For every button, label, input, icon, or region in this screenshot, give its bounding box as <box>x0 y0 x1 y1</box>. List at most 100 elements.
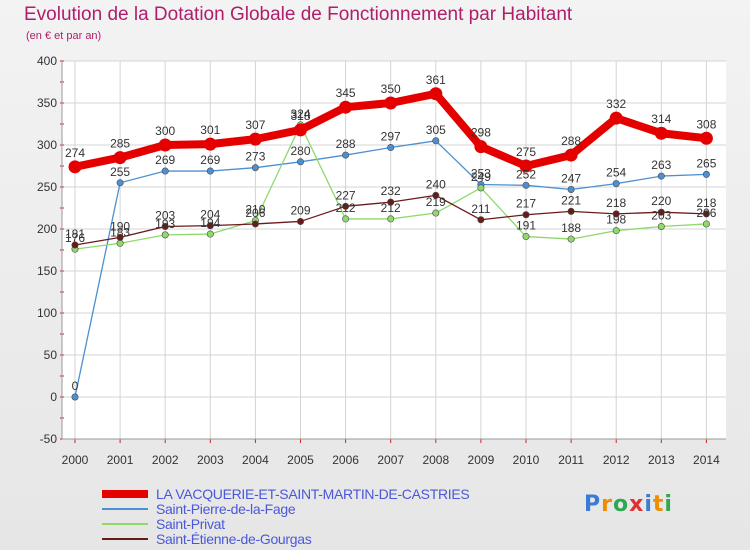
data-point-0 <box>474 140 488 154</box>
data-label-1: 305 <box>426 123 446 137</box>
y-tick-label: 400 <box>37 54 57 68</box>
x-tick-label: 2013 <box>648 453 675 467</box>
data-point-0 <box>248 132 262 146</box>
y-tick-label: 50 <box>44 348 58 362</box>
logo-letter: o <box>612 492 630 517</box>
data-point-3 <box>206 222 214 230</box>
y-tick-label: 0 <box>50 390 57 404</box>
x-tick-label: 2012 <box>603 453 630 467</box>
data-point-2 <box>702 220 710 228</box>
x-tick-label: 2003 <box>197 453 224 467</box>
data-label-1: 265 <box>696 156 716 170</box>
x-tick-label: 2005 <box>287 453 314 467</box>
data-label-2: 324 <box>290 107 310 121</box>
data-label-1: 288 <box>336 137 356 151</box>
data-label-2: 191 <box>516 219 536 233</box>
data-point-0 <box>564 148 578 162</box>
data-point-3 <box>567 207 575 215</box>
data-point-3 <box>702 210 710 218</box>
data-point-1 <box>387 144 395 152</box>
data-point-0 <box>429 87 443 101</box>
data-point-1 <box>116 179 124 187</box>
data-label-2: 176 <box>65 231 85 245</box>
data-label-0: 300 <box>155 124 175 138</box>
data-label-3: 220 <box>651 194 671 208</box>
data-point-0 <box>609 111 623 125</box>
data-point-1 <box>251 164 259 172</box>
data-label-0: 345 <box>336 86 356 100</box>
data-point-3 <box>251 220 259 228</box>
x-tick-label: 2009 <box>468 453 495 467</box>
chart-subtitle: (en € et par an) <box>26 30 102 42</box>
data-point-2 <box>657 222 665 230</box>
data-point-1 <box>522 181 530 189</box>
data-label-0: 275 <box>516 145 536 159</box>
data-label-2: 206 <box>696 206 716 220</box>
x-tick-label: 2011 <box>558 453 584 467</box>
x-tick-label: 2006 <box>332 453 359 467</box>
data-label-2: 183 <box>110 225 130 239</box>
data-point-2 <box>432 209 440 217</box>
chart-title: Evolution de la Dotation Globale de Fonc… <box>24 4 573 25</box>
data-label-3: 217 <box>516 197 536 211</box>
logo-letter: t <box>652 492 665 517</box>
legend-item: Saint-Privat <box>102 516 225 532</box>
data-label-2: 198 <box>606 213 626 227</box>
data-point-1 <box>161 167 169 175</box>
legend-swatch <box>102 538 148 540</box>
data-label-1: 280 <box>290 144 310 158</box>
x-tick-label: 2001 <box>107 453 134 467</box>
data-label-0: 285 <box>110 137 130 151</box>
data-label-0: 318 <box>290 109 310 123</box>
data-point-0 <box>654 126 668 140</box>
y-tick-label: 100 <box>37 306 57 320</box>
y-tick-label: 350 <box>37 96 57 110</box>
data-point-3 <box>342 202 350 210</box>
data-label-3: 240 <box>426 177 446 191</box>
data-label-1: 247 <box>561 172 581 186</box>
data-label-3: 204 <box>200 208 220 222</box>
data-label-2: 203 <box>651 208 671 222</box>
data-point-3 <box>161 222 169 230</box>
data-label-1: 273 <box>245 150 265 164</box>
data-point-1 <box>296 158 304 166</box>
data-point-2 <box>342 215 350 223</box>
data-point-0 <box>339 100 353 114</box>
data-label-1: 253 <box>471 166 491 180</box>
x-tick-label: 2007 <box>377 453 404 467</box>
x-tick-label: 2002 <box>152 453 179 467</box>
data-point-0 <box>203 137 217 151</box>
data-point-3 <box>116 233 124 241</box>
data-label-3: 181 <box>65 227 85 241</box>
legend-item: Saint-Pierre-de-la-Fage <box>102 501 296 517</box>
data-point-2 <box>567 235 575 243</box>
logo-letter: P <box>584 492 602 517</box>
data-point-2 <box>206 230 214 238</box>
data-point-0 <box>294 123 307 137</box>
data-point-3 <box>522 211 530 219</box>
data-label-3: 211 <box>471 202 490 216</box>
data-point-1 <box>342 151 350 159</box>
data-label-0: 308 <box>696 117 716 131</box>
logo-letter: i <box>644 492 653 517</box>
data-point-1 <box>567 186 575 194</box>
data-label-1: 263 <box>651 158 671 172</box>
data-label-2: 193 <box>155 217 175 231</box>
data-label-1: 0 <box>72 379 79 393</box>
data-label-1: 269 <box>200 153 220 167</box>
data-point-1 <box>71 393 79 401</box>
data-label-0: 274 <box>65 146 85 160</box>
y-tick-label: 250 <box>37 180 57 194</box>
data-point-3 <box>612 210 620 218</box>
legend-swatch <box>102 508 148 510</box>
data-label-0: 288 <box>561 134 581 148</box>
data-point-1 <box>432 137 440 145</box>
x-tick-label: 2010 <box>513 453 540 467</box>
legend-label: LA VACQUERIE-ET-SAINT-MARTIN-DE-CASTRIES <box>156 486 470 502</box>
data-point-1 <box>702 170 710 178</box>
y-tick-label: -50 <box>40 432 58 446</box>
x-tick-label: 2004 <box>242 453 269 467</box>
data-label-3: 227 <box>336 188 356 202</box>
data-label-1: 269 <box>155 153 175 167</box>
